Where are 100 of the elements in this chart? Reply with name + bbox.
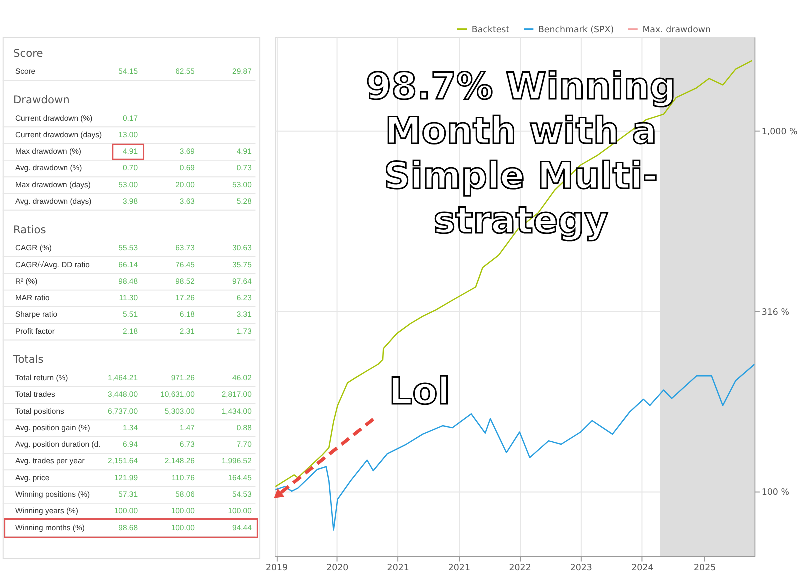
data-label: 5,303.00: [164, 406, 195, 416]
legend-label: Backtest: [472, 25, 510, 36]
data-label: 1,996.52: [222, 456, 252, 466]
category-label: Total return (%): [15, 373, 69, 382]
data-label: 63.73: [176, 244, 195, 253]
x-tick-label: 2021: [448, 563, 470, 574]
data-label: 971.26: [171, 373, 195, 382]
category-label: Winning positions (%): [15, 490, 91, 500]
legend-label: Benchmark (SPX): [538, 25, 614, 36]
data-label: 1,464.21: [108, 373, 138, 382]
data-label: 17.26: [176, 294, 195, 303]
x-tick-label: 2020: [326, 563, 349, 574]
data-label: 30.63: [232, 244, 252, 253]
data-label: 94.44: [232, 523, 253, 532]
data-label: 55.53: [118, 244, 138, 253]
category-label: Avg. trades per year: [15, 456, 86, 466]
category-label: MAR ratio: [15, 294, 50, 303]
y-tick-label: 316 %: [762, 308, 790, 318]
data-label: 58.06: [176, 490, 195, 500]
data-label: 54.53: [232, 490, 252, 500]
data-label: 2,151.64: [108, 456, 139, 466]
category-label: CAGR/√Avg. DD ratio: [15, 260, 90, 270]
category-label: Avg. drawdown (%): [15, 164, 83, 173]
category-label: Max drawdown (days): [15, 180, 92, 190]
data-label: 98.68: [118, 523, 138, 532]
annotation: Lol: [389, 370, 450, 413]
data-label: 0.88: [236, 423, 252, 432]
data-label: 3.63: [180, 197, 195, 206]
data-label: 6.73: [180, 440, 195, 450]
y-tick-label: 1,000 %: [762, 128, 798, 138]
data-label: 0.73: [236, 164, 252, 173]
data-label: 100.00: [171, 523, 195, 532]
data-label: 4.91: [236, 147, 252, 156]
data-label: 10,631.00: [160, 390, 195, 400]
category-label: Ratios: [14, 223, 47, 236]
category-label: Avg. price: [15, 473, 50, 482]
data-label: 0.70: [122, 164, 138, 173]
x-tick-label: 2019: [266, 563, 288, 574]
line-series: [275, 364, 756, 531]
x-tick-label: 2022: [509, 563, 532, 574]
category-label: Total positions: [15, 406, 64, 416]
data-label: 1.34: [122, 423, 139, 432]
category-label: Totals: [12, 353, 44, 366]
data-label: 62.55: [176, 67, 195, 76]
data-label: 98.48: [118, 276, 138, 286]
x-tick-label: 2024: [632, 563, 654, 574]
data-label: 110.76: [172, 473, 195, 482]
data-label: 3.98: [122, 197, 138, 206]
data-label: 11.30: [119, 294, 138, 303]
data-label: 2,817.00: [222, 390, 252, 400]
x-tick-label: 2025: [694, 563, 716, 574]
category-label: Drawdown: [14, 93, 70, 106]
data-label: 4.91: [122, 147, 138, 156]
data-label: 7.70: [236, 440, 252, 450]
data-label: 1,434.00: [222, 406, 252, 416]
data-label: 53.00: [232, 180, 252, 190]
data-label: 2,148.26: [164, 456, 195, 466]
data-label: 0.69: [180, 164, 195, 173]
data-label: 57.31: [118, 490, 138, 500]
data-label: 53.00: [118, 180, 138, 190]
data-label: 100.00: [228, 506, 252, 516]
data-label: 46.02: [232, 373, 252, 382]
category-label: Winning years (%): [15, 506, 79, 516]
data-label: 1.47: [180, 423, 195, 432]
line-series: [275, 60, 753, 488]
data-label: 1.73: [236, 326, 252, 336]
category-label: Score: [15, 67, 36, 76]
category-label: Avg. position duration (d.: [15, 440, 101, 450]
category-label: Current drawdown (days): [15, 130, 103, 140]
data-label: 100.00: [114, 506, 138, 516]
data-label: 6,737.00: [108, 406, 138, 416]
data-label: 0.17: [122, 114, 138, 123]
y-tick-label: 100 %: [762, 488, 790, 498]
x-tick-label: 2021: [387, 563, 410, 574]
data-label: 5.51: [122, 310, 138, 320]
data-label: 20.00: [176, 180, 195, 190]
category-label: Sharpe ratio: [15, 310, 58, 320]
category-label: Max drawdown (%): [15, 147, 82, 156]
data-label: 3.31: [236, 310, 252, 320]
data-label: 121.99: [114, 473, 138, 482]
legend-label: Max. drawdown: [642, 25, 712, 36]
data-label: 3.69: [180, 147, 195, 156]
category-label: CAGR (%): [15, 244, 52, 253]
category-label: R² (%): [15, 276, 38, 286]
data-label: 66.14: [118, 260, 139, 270]
data-label: 100.00: [171, 506, 195, 516]
data-label: 76.45: [176, 260, 195, 270]
data-label: 6.18: [180, 310, 195, 320]
category-label: Profit factor: [15, 326, 56, 336]
data-label: 97.64: [232, 276, 253, 286]
data-label: 6.23: [236, 294, 252, 303]
data-label: 13.00: [118, 130, 138, 140]
data-label: 98.52: [176, 276, 195, 286]
category-label: Avg. position gain (%): [15, 423, 91, 432]
category-label: Current drawdown (%): [15, 114, 94, 123]
data-label: 2.31: [180, 326, 195, 336]
category-label: Total trades: [15, 390, 56, 400]
data-label: 29.87: [232, 67, 252, 76]
data-label: 164.45: [228, 473, 252, 482]
x-tick-label: 2023: [570, 563, 592, 574]
